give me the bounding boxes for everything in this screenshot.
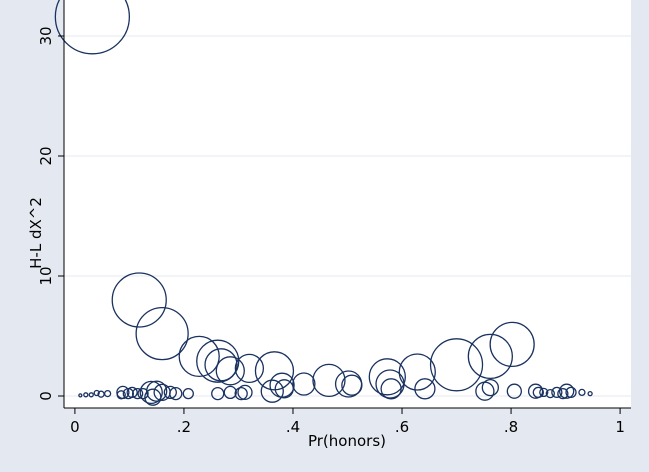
- data-point: [131, 387, 144, 400]
- data-point: [380, 378, 402, 400]
- data-point: [260, 379, 284, 403]
- data-point: [78, 393, 83, 398]
- bubble-series: [54, 0, 593, 406]
- data-point: [557, 387, 569, 400]
- data-point: [429, 338, 484, 392]
- data-point: [111, 272, 167, 328]
- data-point: [254, 351, 295, 391]
- data-point: [116, 390, 126, 400]
- data-point: [178, 335, 220, 378]
- data-point: [565, 386, 577, 399]
- y-axis-label: H-L dX^2: [27, 197, 45, 269]
- data-point: [223, 385, 237, 400]
- grid: [64, 35, 631, 397]
- data-point: [83, 392, 89, 398]
- data-point: [274, 379, 294, 399]
- data-point: [489, 321, 535, 368]
- data-point: [54, 0, 130, 55]
- x-tick-label: .2: [177, 418, 191, 436]
- data-point: [481, 378, 499, 397]
- data-point: [237, 384, 253, 401]
- data-point: [144, 388, 162, 406]
- data-point: [368, 358, 406, 396]
- data-point: [587, 390, 593, 397]
- data-point: [551, 386, 563, 399]
- data-point: [312, 363, 346, 398]
- data-point: [169, 386, 183, 401]
- data-point: [139, 380, 163, 405]
- data-point: [532, 386, 544, 399]
- x-tick-label: 0: [70, 418, 80, 436]
- data-point: [398, 353, 436, 391]
- data-point: [341, 374, 363, 396]
- data-point: [215, 356, 245, 386]
- data-point: [182, 387, 194, 400]
- data-point: [135, 306, 189, 361]
- data-point: [467, 333, 513, 380]
- data-point: [414, 378, 436, 400]
- x-tick-label: .6: [395, 418, 409, 436]
- x-axis-ticks: 0 .2 .4 .6 .8 1: [70, 408, 625, 436]
- x-tick-label: .4: [286, 418, 300, 436]
- plot-area: [64, 0, 631, 408]
- y-tick-label: 10: [37, 266, 55, 285]
- data-point: [292, 372, 316, 396]
- data-point: [196, 339, 240, 383]
- y-tick-label: 30: [37, 26, 55, 45]
- data-point: [163, 385, 177, 400]
- data-point: [93, 389, 100, 397]
- data-point: [545, 388, 555, 399]
- x-axis-label: Pr(honors): [308, 432, 386, 450]
- data-point: [126, 386, 138, 399]
- data-point: [578, 388, 586, 397]
- data-point: [506, 383, 522, 399]
- data-point: [234, 353, 265, 384]
- data-point: [97, 390, 105, 398]
- y-tick-label: 20: [37, 146, 55, 165]
- y-axis-ticks: 0 10 20 30: [37, 26, 64, 401]
- data-point: [234, 386, 248, 401]
- data-point: [559, 383, 575, 399]
- data-point: [88, 392, 94, 398]
- x-tick-label: 1: [615, 418, 625, 436]
- data-point: [539, 387, 549, 398]
- y-tick-label: 0: [37, 391, 55, 401]
- data-point: [137, 387, 149, 400]
- x-tick-label: .8: [504, 418, 518, 436]
